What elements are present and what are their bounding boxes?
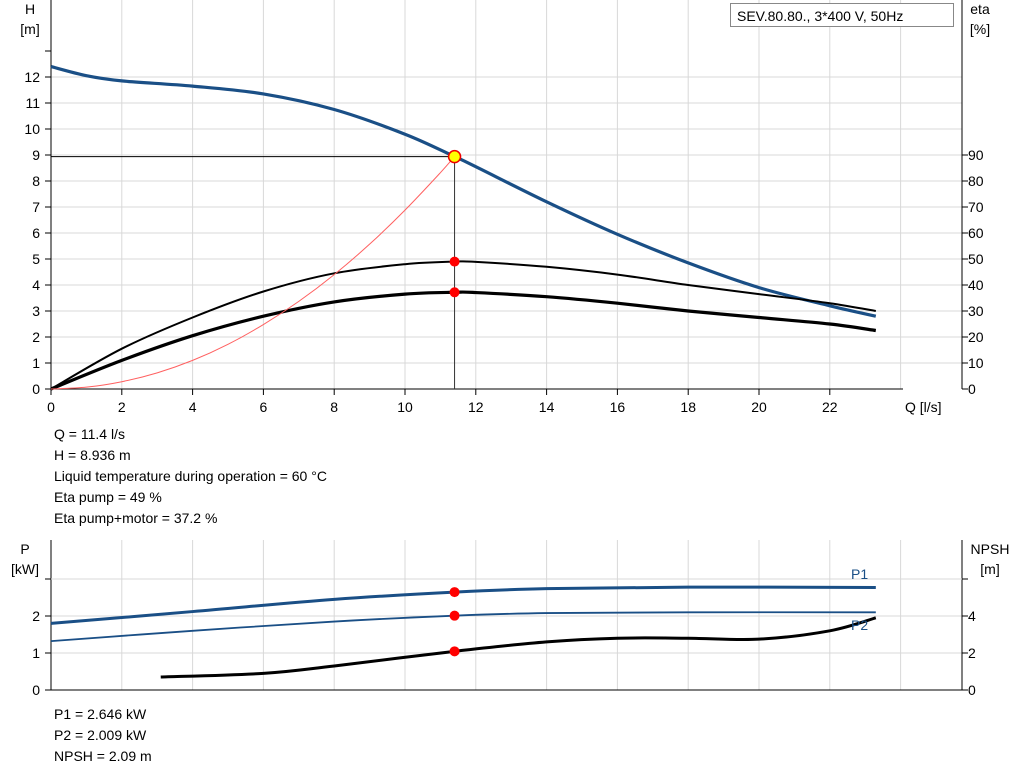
eta-pump-point (449, 256, 460, 267)
x-axis-label: Q [l/s] (905, 399, 942, 415)
p-axis-label: [kW] (11, 561, 39, 577)
y-axis-label: H (25, 1, 35, 17)
series-p1 (50, 585, 876, 625)
y-tick-label: 1 (32, 355, 40, 371)
info-p1: P1 = 2.646 kW (54, 706, 147, 722)
y2-tick-label: 60 (968, 225, 984, 241)
x-tick-label: 16 (610, 399, 626, 415)
info-eta-total: Eta pump+motor = 37.2 % (54, 510, 218, 526)
eta-total-point (449, 287, 460, 298)
y2-tick-label: 90 (968, 147, 984, 163)
y-tick-label: 3 (32, 303, 40, 319)
y-tick-label: 0 (32, 381, 40, 397)
p-tick-label: 0 (32, 682, 40, 698)
x-tick-label: 6 (260, 399, 268, 415)
series-h (50, 65, 877, 318)
y-tick-label: 4 (32, 277, 40, 293)
y-tick-label: 6 (32, 225, 40, 241)
x-tick-label: 2 (118, 399, 126, 415)
y2-axis-label: [%] (970, 21, 990, 37)
npsh-tick-label: 4 (968, 608, 976, 624)
npsh-axis-label: NPSH (971, 541, 1010, 557)
info-npsh: NPSH = 2.09 m (54, 748, 152, 764)
x-tick-label: 20 (751, 399, 767, 415)
y-tick-label: 11 (25, 95, 40, 111)
info-h: H = 8.936 m (54, 447, 131, 463)
y-tick-label: 7 (32, 199, 40, 215)
y2-tick-label: 20 (968, 329, 984, 345)
y-tick-label: 5 (32, 251, 40, 267)
p2-point (449, 610, 460, 621)
x-tick-label: 18 (680, 399, 696, 415)
pump-legend: SEV.80.80., 3*400 V, 50Hz (730, 3, 954, 27)
operating-point (447, 149, 462, 164)
y-axis-label: [m] (20, 21, 39, 37)
x-tick-label: 10 (397, 399, 413, 415)
info-temp: Liquid temperature during operation = 60… (54, 468, 327, 484)
series-p2 (50, 611, 876, 643)
operating-point-info: Q = 11.4 l/s H = 8.936 m Liquid temperat… (54, 424, 327, 529)
x-tick-label: 8 (330, 399, 338, 415)
series-system (50, 156, 455, 390)
x-tick-label: 22 (822, 399, 838, 415)
x-tick-label: 14 (539, 399, 555, 415)
y2-tick-label: 50 (968, 251, 984, 267)
p2-curve-label: P2 (851, 617, 868, 633)
y2-axis-label: eta (970, 1, 990, 17)
npsh-axis-label: [m] (980, 561, 999, 577)
p-axis-label: P (20, 541, 29, 557)
p-tick-label: 2 (32, 608, 40, 624)
y2-tick-label: 0 (968, 381, 976, 397)
y-tick-label: 8 (32, 173, 40, 189)
y2-tick-label: 80 (968, 173, 984, 189)
y2-tick-label: 10 (968, 355, 984, 371)
info-eta-pump: Eta pump = 49 % (54, 489, 162, 505)
x-tick-label: 0 (47, 399, 55, 415)
npsh-tick-label: 0 (968, 682, 976, 698)
info-q: Q = 11.4 l/s (54, 426, 125, 442)
x-tick-label: 12 (468, 399, 484, 415)
y-tick-label: 10 (24, 121, 40, 137)
info-p2: P2 = 2.009 kW (54, 727, 147, 743)
y2-tick-label: 30 (968, 303, 984, 319)
y-tick-label: 9 (32, 147, 40, 163)
y2-tick-label: 70 (968, 199, 984, 215)
npsh-tick-label: 2 (968, 645, 976, 661)
series-eta-pump (50, 260, 876, 390)
series-npsh (160, 616, 877, 679)
power-info: P1 = 2.646 kW P2 = 2.009 kW NPSH = 2.09 … (54, 704, 152, 767)
p1-curve-label: P1 (851, 566, 868, 582)
y2-tick-label: 40 (968, 277, 984, 293)
p-tick-label: 1 (32, 645, 40, 661)
p1-point (449, 587, 460, 598)
y-tick-label: 2 (32, 329, 40, 345)
series-eta-pump-motor (50, 290, 877, 391)
y-tick-label: 12 (24, 69, 40, 85)
x-tick-label: 4 (189, 399, 197, 415)
npsh-point (449, 646, 460, 657)
